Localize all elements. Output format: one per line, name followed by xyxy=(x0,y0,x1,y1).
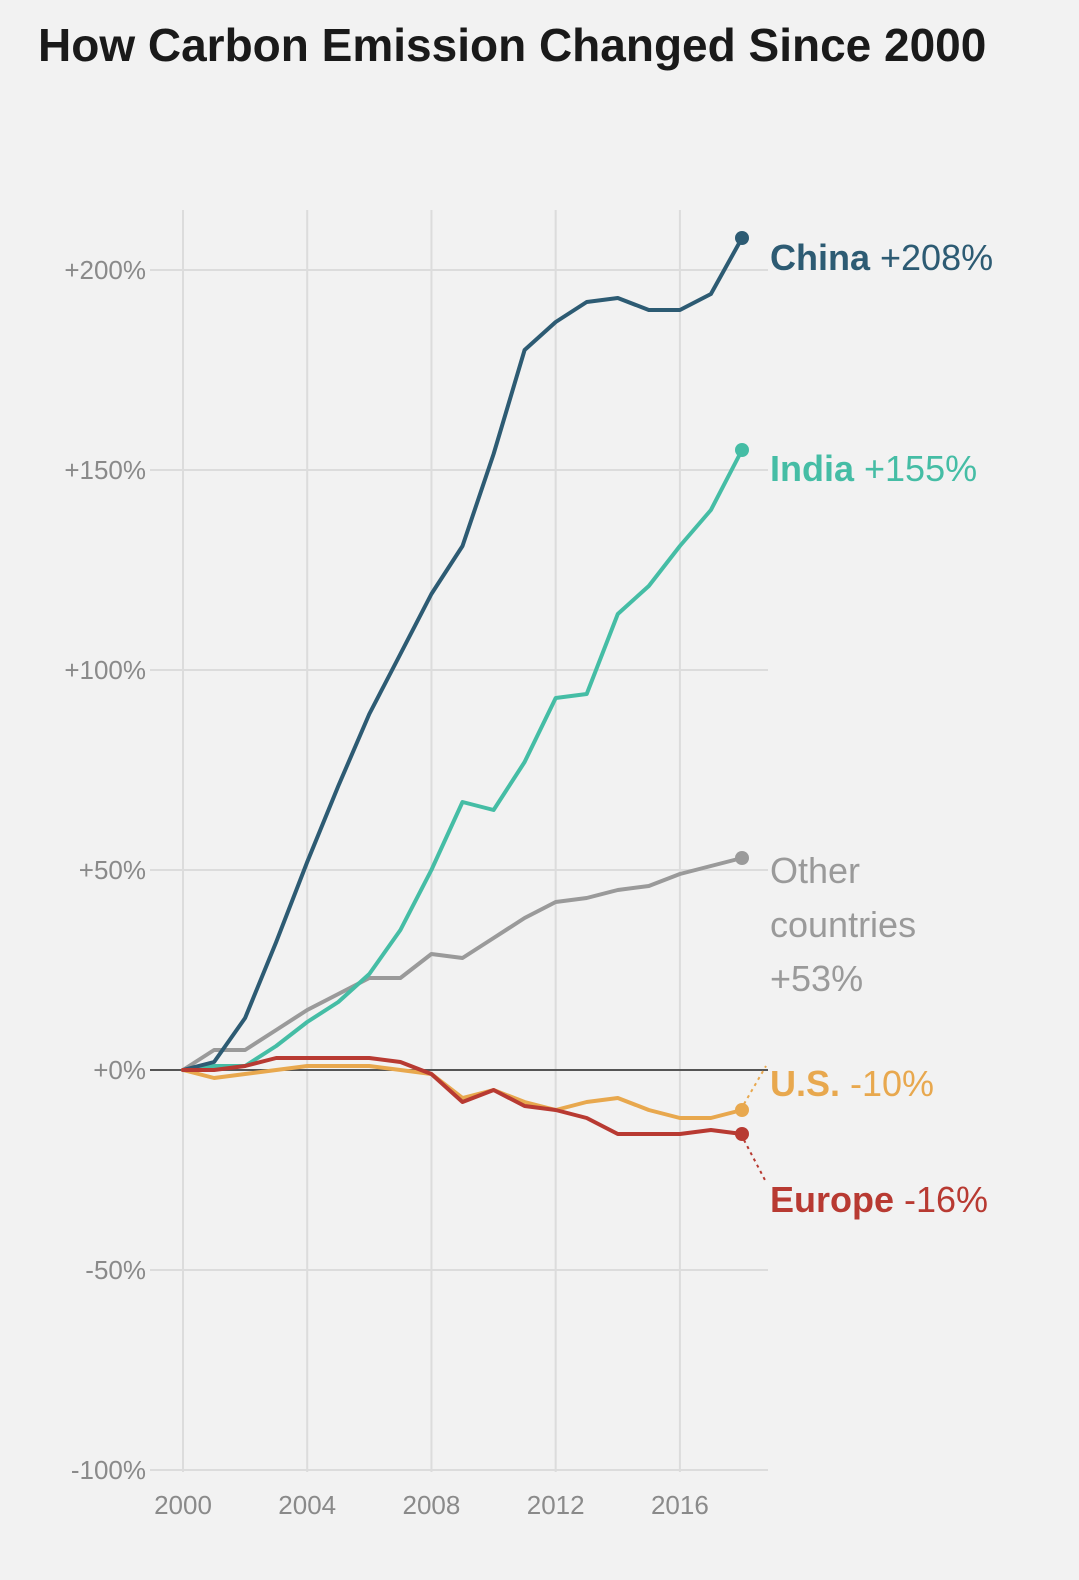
series-value: -16% xyxy=(904,1179,988,1220)
series-value: +208% xyxy=(880,237,993,278)
series-value: +53% xyxy=(770,958,863,999)
series-line-europe xyxy=(181,1056,744,1136)
y-tick-label: -50% xyxy=(85,1255,146,1285)
grid xyxy=(150,210,768,1472)
x-tick-label: 2012 xyxy=(527,1490,585,1520)
series-value: +155% xyxy=(864,448,977,489)
series-line-other-countries xyxy=(181,856,744,1072)
series-line-india xyxy=(181,448,744,1072)
series-label-text: U.S. -10% xyxy=(770,1063,934,1104)
series-lines xyxy=(181,231,749,1141)
series-label-text: Europe -16% xyxy=(770,1179,988,1220)
series-end-labels: China +208% India +155% Other countries +53%… xyxy=(743,237,993,1220)
series-name: U.S. xyxy=(770,1063,850,1104)
series-end-point xyxy=(735,1103,749,1117)
us-leader-line xyxy=(743,1065,767,1105)
series-line-china xyxy=(181,236,744,1072)
series-end-point xyxy=(735,443,749,457)
series-name: India xyxy=(770,448,864,489)
y-tick-label: +50% xyxy=(79,855,146,885)
x-tick-label: 2004 xyxy=(278,1490,336,1520)
axes: 2000 2004 2008 2012 2016 +200% +150% +100% +50% +… xyxy=(64,255,708,1520)
y-tick-label: +150% xyxy=(64,455,146,485)
series-end-label: Other countries +53% xyxy=(770,850,916,999)
series-label-text: China +208% xyxy=(770,237,993,278)
series-end-point xyxy=(735,1127,749,1141)
series-end-label: U.S. -10% xyxy=(770,1063,934,1104)
series-end-label: India +155% xyxy=(770,448,977,489)
series-line-u-s xyxy=(181,1064,744,1120)
chart-title: How Carbon Emission Changed Since 2000 xyxy=(38,19,987,71)
series-end-label: Europe -16% xyxy=(770,1179,988,1220)
y-tick-label: -100% xyxy=(71,1455,146,1485)
y-tick-label: +100% xyxy=(64,655,146,685)
y-tick-label: +200% xyxy=(64,255,146,285)
x-tick-label: 2008 xyxy=(403,1490,461,1520)
x-tick-label: 2000 xyxy=(154,1490,212,1520)
series-value: -10% xyxy=(850,1063,934,1104)
series-name-line: Other xyxy=(770,850,860,891)
x-tick-label: 2016 xyxy=(651,1490,709,1520)
series-name: Europe xyxy=(770,1179,904,1220)
y-tick-label: +0% xyxy=(93,1055,146,1085)
series-name-line: countries xyxy=(770,904,916,945)
europe-leader-line xyxy=(743,1139,767,1183)
series-end-point xyxy=(735,851,749,865)
series-label-text: India +155% xyxy=(770,448,977,489)
series-end-label: China +208% xyxy=(770,237,993,278)
series-name: China xyxy=(770,237,880,278)
series-end-point xyxy=(735,231,749,245)
